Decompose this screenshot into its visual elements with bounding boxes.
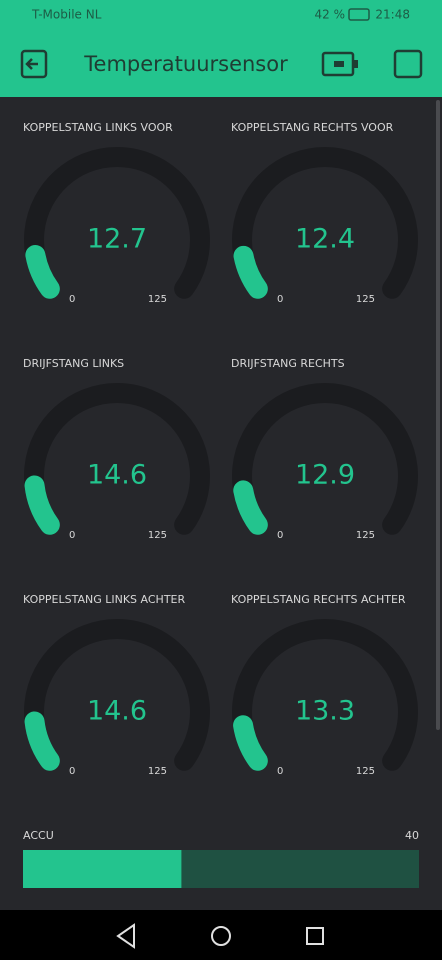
gauge-fill xyxy=(24,475,60,535)
gauge-value: 12.4 xyxy=(295,224,355,255)
nav-home[interactable] xyxy=(211,926,231,946)
gauge-fill xyxy=(25,244,60,299)
scrollbar xyxy=(436,100,440,730)
gauge-label: DRIJFSTANG RECHTS xyxy=(231,357,345,370)
battery-icon xyxy=(348,8,370,21)
gauge-label: DRIJFSTANG LINKS xyxy=(23,357,124,370)
gauge-label: KOPPELSTANG LINKS ACHTER xyxy=(23,593,185,606)
nav-back[interactable] xyxy=(116,923,135,949)
battery-percent: 42 % xyxy=(315,8,346,22)
gauge-min: 0 xyxy=(277,294,283,305)
gauge-fill xyxy=(233,715,268,771)
gauge-min: 0 xyxy=(69,766,75,777)
gauge-track xyxy=(24,619,210,771)
header-title: Temperatuursensor xyxy=(83,52,288,76)
nav-recent[interactable] xyxy=(306,927,324,945)
navigation-bar xyxy=(0,910,442,960)
gauge-max: 125 xyxy=(148,766,167,777)
gauge-max: 125 xyxy=(356,766,375,777)
accu-fill xyxy=(23,850,182,888)
gauge-value: 12.7 xyxy=(87,224,147,255)
clock: 21:48 xyxy=(375,8,410,22)
gauge-fill xyxy=(233,480,268,535)
gauge-track xyxy=(232,147,418,299)
gauge-label: KOPPELSTANG RECHTS VOOR xyxy=(231,121,394,134)
gauge-value: 14.6 xyxy=(87,696,147,727)
gauge-track xyxy=(232,619,418,771)
gauge-min: 0 xyxy=(277,766,283,777)
gauge-value: 12.9 xyxy=(295,460,355,491)
gauge-track xyxy=(24,383,210,535)
gauge-min: 0 xyxy=(277,530,283,541)
gauge-max: 125 xyxy=(356,294,375,305)
stop-button[interactable] xyxy=(393,49,423,79)
gauge-value: 13.3 xyxy=(295,696,355,727)
gauge-max: 125 xyxy=(148,294,167,305)
gauge-fill xyxy=(233,245,268,299)
gauge-max: 125 xyxy=(356,530,375,541)
accu-max: 40 xyxy=(405,829,419,842)
back-button[interactable] xyxy=(20,49,48,79)
gauge-track xyxy=(24,147,210,299)
gauge-min: 0 xyxy=(69,294,75,305)
gauge-track xyxy=(232,383,418,535)
gauge-label: KOPPELSTANG RECHTS ACHTER xyxy=(231,593,406,606)
gauge-fill xyxy=(24,711,60,771)
device-button[interactable] xyxy=(321,51,358,77)
carrier: T-Mobile NL xyxy=(31,8,102,22)
gauge-label: KOPPELSTANG LINKS VOOR xyxy=(23,121,173,134)
gauge-max: 125 xyxy=(148,530,167,541)
accu-label: ACCU xyxy=(23,829,54,842)
gauge-min: 0 xyxy=(69,530,75,541)
gauge-value: 14.6 xyxy=(87,460,147,491)
